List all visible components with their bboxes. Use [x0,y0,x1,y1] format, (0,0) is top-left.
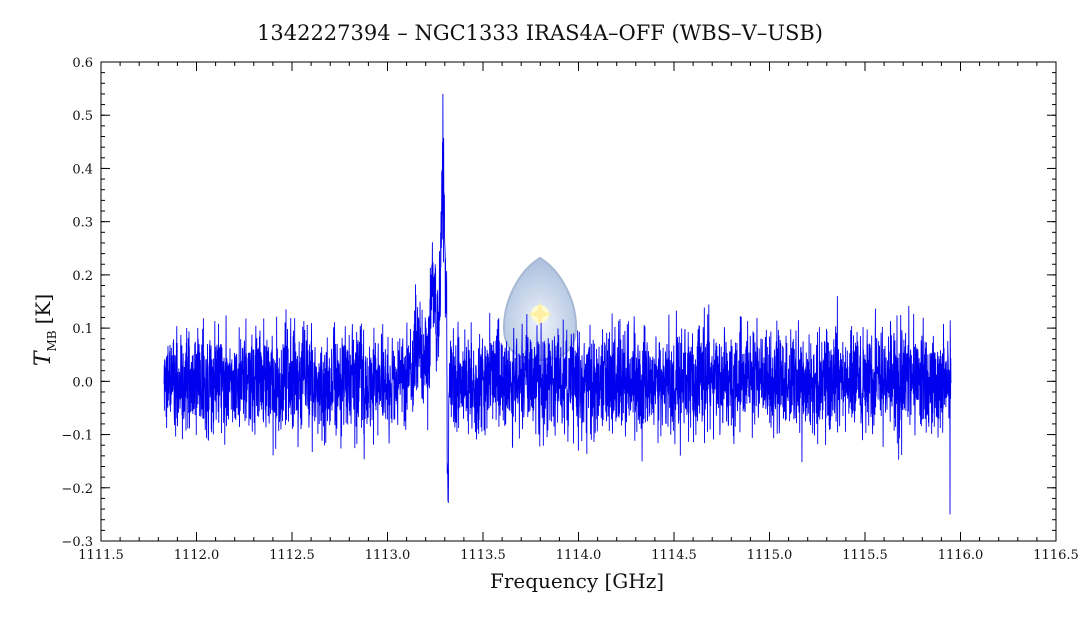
plot-frame [100,61,1057,542]
y-tick-label: 0.2 [72,269,93,284]
x-tick-label: 1115.5 [842,548,888,563]
herschel-logo-icon [502,256,578,362]
x-tick-label: 1115.0 [747,548,793,563]
x-tick-label: 1116.5 [1033,548,1079,563]
y-tick-label: 0.0 [72,375,93,390]
y-axis-label: TMB [K] [31,294,59,366]
spectrum-line [163,93,952,515]
y-tick-label: −0.2 [61,482,93,497]
x-tick-label: 1113.0 [365,548,411,563]
y-axis-label-sub: MB [45,330,59,351]
x-tick-label: 1113.5 [460,548,506,563]
y-tick-label: 0.5 [72,109,93,124]
y-tick-label: 0.6 [72,56,93,71]
x-tick-label: 1111.5 [78,548,124,563]
y-tick-label: −0.3 [61,535,93,550]
y-tick-label: −0.1 [61,429,93,444]
x-tick-label: 1112.0 [174,548,220,563]
chart-title: 1342227394 – NGC1333 IRAS4A–OFF (WBS–V–U… [257,21,823,45]
y-axis-label-main: T [31,349,56,366]
y-tick-label: 0.3 [72,216,93,231]
x-tick-label: 1114.0 [556,548,602,563]
y-tick-label: 0.1 [72,322,93,337]
x-tick-label: 1112.5 [269,548,315,563]
x-axis-label: Frequency [GHz] [490,569,664,593]
y-axis-label-unit: [K] [31,294,55,325]
x-tick-label: 1116.0 [938,548,984,563]
y-tick-label: 0.4 [72,162,93,177]
x-tick-label: 1114.5 [651,548,697,563]
